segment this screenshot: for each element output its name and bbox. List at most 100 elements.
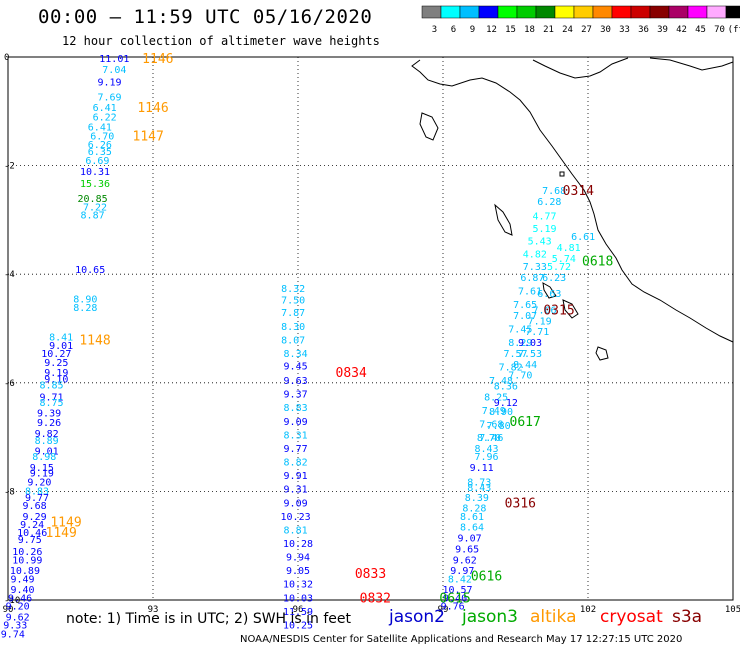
wave-height-value: 8.29 xyxy=(508,338,532,349)
wave-height-value: 5.74 xyxy=(552,254,576,265)
wave-height-value: 9.20 xyxy=(6,601,30,612)
wave-height-value: 7.04 xyxy=(102,65,126,76)
color-scale-swatch xyxy=(725,5,740,19)
small-islet xyxy=(559,171,565,177)
color-scale-swatch xyxy=(706,5,727,19)
wave-height-value: 6.61 xyxy=(571,232,595,243)
x-tick-label: 90 xyxy=(3,605,14,615)
wave-height-value: 7.87 xyxy=(281,308,305,319)
wave-height-value: 10.46 xyxy=(17,528,47,539)
satellite-s3a: s3a xyxy=(672,607,703,627)
wave-height-value: 9.40 xyxy=(10,585,34,596)
page-title: 00:00 — 11:59 UTC 05/16/2020 xyxy=(38,6,373,28)
wave-height-value: 6.35 xyxy=(88,147,112,158)
wave-height-value: 9.45 xyxy=(284,361,308,372)
axis-tick-labels: 90 93 96 99 102 105 0 -2 -4 -6 -8 -10 xyxy=(3,53,740,615)
wave-height-value: 9.31 xyxy=(284,485,308,496)
wave-height-value: 6.70 xyxy=(90,132,114,143)
pass-time-label: 0316 xyxy=(505,496,536,511)
pass-time-label: 1147 xyxy=(133,130,164,145)
color-scale-label: 33 xyxy=(619,25,630,35)
y-tick-label: -6 xyxy=(4,379,15,389)
wave-height-value: 9.01 xyxy=(35,447,59,458)
wave-height-value: 8.98 xyxy=(32,452,56,463)
wave-height-value: 7.33 xyxy=(523,262,547,273)
pass-time-label: 0833 xyxy=(355,567,386,582)
wave-height-value: 7.61 xyxy=(518,286,542,297)
x-tick-label: 96 xyxy=(293,605,304,615)
wave-height-value: 6.69 xyxy=(85,156,109,167)
satellite-cryosat: cryosat xyxy=(600,607,663,627)
color-scale-swatch xyxy=(668,5,689,19)
track-altika-west: 11.017.049.197.696.416.226.416.706.266.3… xyxy=(1,54,130,641)
color-scale-label: 15 xyxy=(505,25,516,35)
wave-height-value: 7.82 xyxy=(499,363,523,374)
color-scale-label: 9 xyxy=(470,25,475,35)
color-scale-swatch xyxy=(516,5,537,19)
x-tick-label: 102 xyxy=(580,605,596,615)
wave-height-value: 8.07 xyxy=(281,335,305,346)
page-subtitle: 12 hour collection of altimeter wave hei… xyxy=(62,34,380,48)
wave-height-value: 9.03 xyxy=(518,338,542,349)
wave-height-value: 8.81 xyxy=(284,525,308,536)
coastline xyxy=(411,57,734,361)
wave-height-value: 7.07 xyxy=(513,311,537,322)
wave-height-value: 9.77 xyxy=(25,493,49,504)
wave-height-value: 10.31 xyxy=(80,167,110,178)
wave-height-value: 8.44 xyxy=(513,360,537,371)
wave-height-value: 11.01 xyxy=(99,54,129,65)
wave-height-value: 9.15 xyxy=(30,463,54,474)
wave-height-value: 7.96 xyxy=(474,452,498,463)
wave-height-value: 8.61 xyxy=(460,512,484,523)
wave-height-value: 9.19 xyxy=(44,368,68,379)
wave-height-value: 7.49 xyxy=(482,406,506,417)
wave-height-value: 9.19 xyxy=(30,468,54,479)
wave-height-value: 9.65 xyxy=(455,544,479,555)
wave-height-value: 9.12 xyxy=(494,398,518,409)
pass-time-label: 0616 xyxy=(471,570,502,585)
color-scale-swatch xyxy=(611,5,632,19)
color-scale-label: 18 xyxy=(524,25,535,35)
wave-height-value: 8.83 xyxy=(25,486,49,497)
wave-height-value: 7.53 xyxy=(518,349,542,360)
color-scale-label: 30 xyxy=(600,25,611,35)
wave-height-value: 9.19 xyxy=(97,77,121,88)
y-tick-label: 0 xyxy=(4,53,9,63)
wave-height-value: 5.72 xyxy=(547,262,571,273)
wave-height-value: 8.28 xyxy=(73,303,97,314)
wave-height-value: 8.70 xyxy=(477,433,501,444)
pass-time-label: 1148 xyxy=(79,333,110,348)
pass-time-label: 1146 xyxy=(142,52,173,67)
satellite-altika: altika xyxy=(530,607,577,627)
wave-height-value: 7.57 xyxy=(503,349,527,360)
color-scale-label: 27 xyxy=(581,25,592,35)
wave-height-value: 8.28 xyxy=(462,504,486,515)
pass-time-label: 0617 xyxy=(510,415,541,430)
color-scale-swatch xyxy=(687,5,708,19)
wave-height-value: 9.46 xyxy=(8,593,32,604)
wave-height-value: 9.29 xyxy=(23,512,47,523)
wave-height-value: 6.22 xyxy=(93,113,117,124)
wave-height-value: 9.94 xyxy=(286,553,310,564)
wave-height-value: 10.32 xyxy=(283,580,313,591)
pass-time-label: 1146 xyxy=(137,101,168,116)
wave-height-value: 9.39 xyxy=(37,409,61,420)
wave-height-value: 9.62 xyxy=(6,612,30,623)
wave-height-value: 10.65 xyxy=(75,265,105,276)
wave-height-value: 20.85 xyxy=(78,194,108,205)
color-scale-label: 24 xyxy=(562,25,573,35)
color-scale-swatch xyxy=(573,5,594,19)
wave-height-value: 7.71 xyxy=(525,327,549,338)
wave-height-value: 9.91 xyxy=(284,471,308,482)
wave-height-value: 7.68 xyxy=(542,186,566,197)
color-scale-label: 21 xyxy=(543,25,554,35)
wave-height-value: 8.83 xyxy=(284,403,308,414)
wave-height-value: 7.46 xyxy=(479,433,503,444)
wave-height-value: 4.77 xyxy=(532,212,556,223)
wave-height-value: 6.41 xyxy=(88,123,112,134)
pass-time-label: 0618 xyxy=(582,255,613,270)
mentawai-island-2 xyxy=(562,299,579,319)
wave-height-value: 7.50 xyxy=(281,296,305,307)
